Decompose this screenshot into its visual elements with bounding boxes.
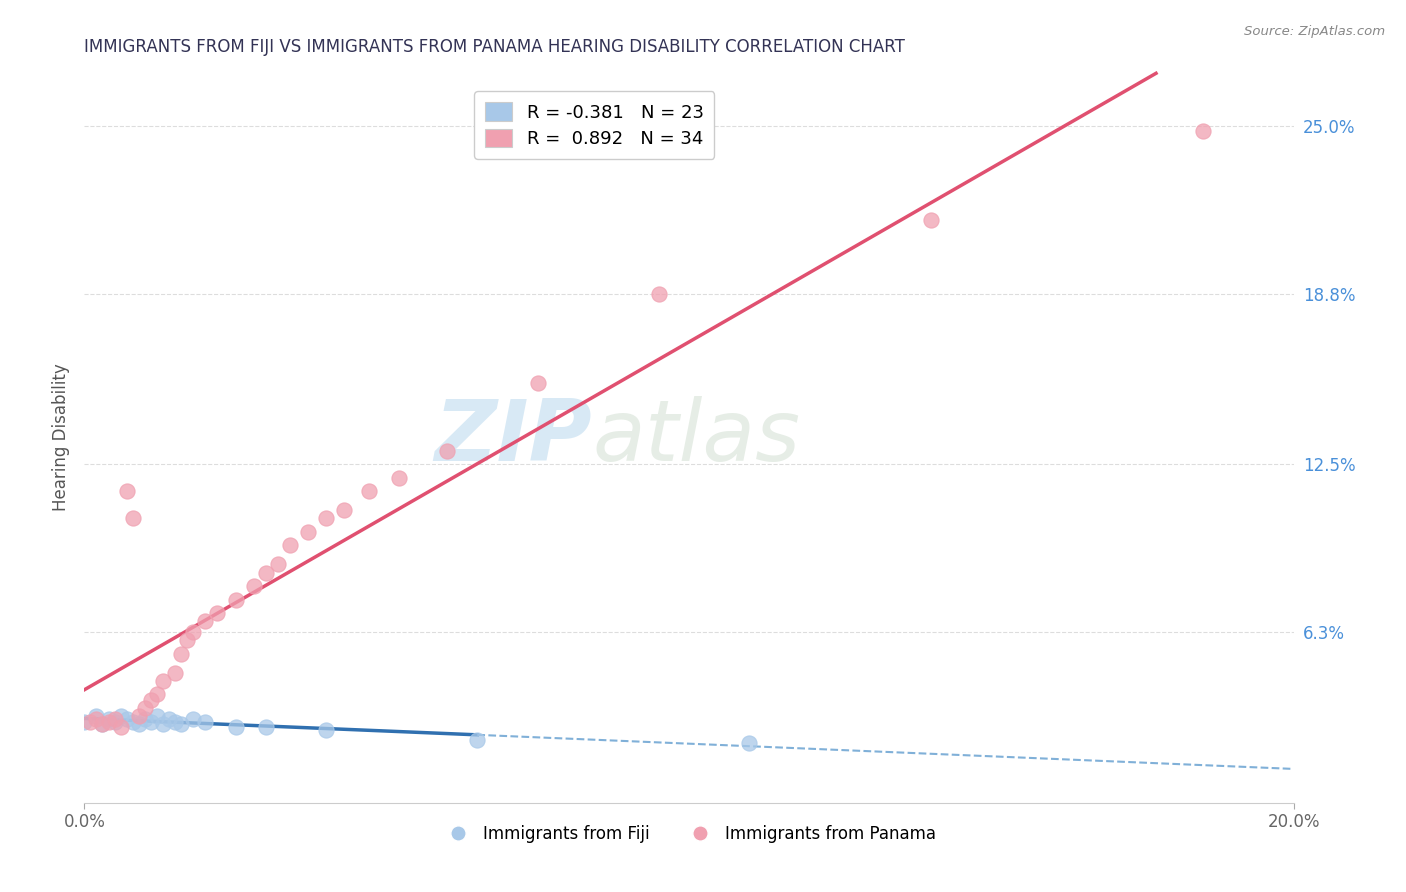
Text: ZIP: ZIP [434,395,592,479]
Point [225,720,247,734]
Point [121,511,143,525]
Point [165,665,187,680]
Point [225,592,247,607]
Point [254,566,277,580]
Point [267,558,290,572]
Point [333,503,356,517]
Point [97,712,120,726]
Point [297,524,319,539]
Point [738,736,761,750]
Point [139,693,162,707]
Point [146,709,169,723]
Point [176,633,198,648]
Point [170,717,193,731]
Point [73,714,96,729]
Point [110,720,132,734]
Point [278,538,301,552]
Point [128,717,150,731]
Point [920,213,942,227]
Point [104,714,127,729]
Y-axis label: Hearing Disability: Hearing Disability [52,363,70,511]
Point [181,712,204,726]
Point [436,443,458,458]
Point [134,701,156,715]
Point [79,714,101,729]
Point [91,717,114,731]
Text: IMMIGRANTS FROM FIJI VS IMMIGRANTS FROM PANAMA HEARING DISABILITY CORRELATION CH: IMMIGRANTS FROM FIJI VS IMMIGRANTS FROM … [84,38,905,56]
Point [139,714,162,729]
Text: atlas: atlas [592,395,800,479]
Point [194,714,217,729]
Point [467,733,489,747]
Point [146,688,169,702]
Point [115,484,138,499]
Point [110,709,132,723]
Point [648,286,671,301]
Point [152,673,174,688]
Point [157,712,180,726]
Point [97,714,120,729]
Point [254,720,277,734]
Text: Source: ZipAtlas.com: Source: ZipAtlas.com [1244,25,1385,38]
Point [165,714,187,729]
Point [357,484,380,499]
Point [207,606,229,620]
Point [527,376,550,390]
Point [104,712,127,726]
Point [115,712,138,726]
Point [315,723,337,737]
Point [242,579,264,593]
Point [86,712,108,726]
Point [91,717,114,731]
Point [121,714,143,729]
Point [315,511,337,525]
Point [388,471,411,485]
Point [128,709,150,723]
Legend: Immigrants from Fiji, Immigrants from Panama: Immigrants from Fiji, Immigrants from Pa… [434,818,943,849]
Point [170,647,193,661]
Point [134,712,156,726]
Point [194,615,217,629]
Point [181,625,204,640]
Point [152,717,174,731]
Point [86,709,108,723]
Point [1192,124,1215,138]
